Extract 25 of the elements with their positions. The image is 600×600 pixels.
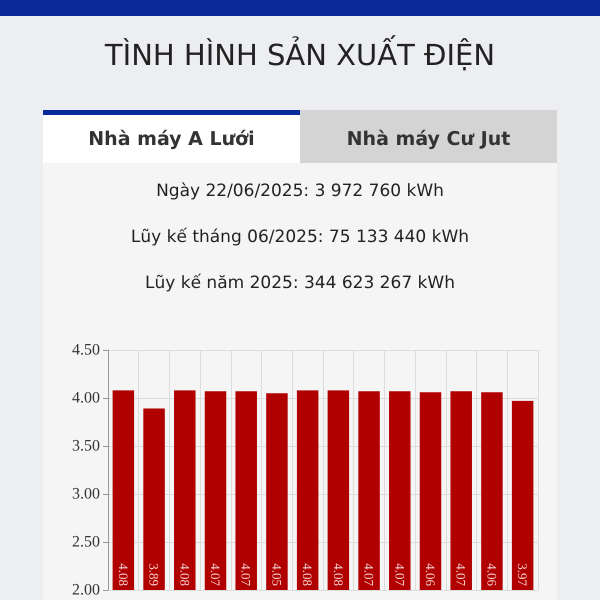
data-label: 4.07 bbox=[362, 563, 377, 586]
text: Nhà máy A Lưới bbox=[43, 110, 300, 163]
data-label: 3.89 bbox=[146, 563, 162, 586]
data-label: 4.06 bbox=[423, 563, 438, 586]
data-label: 4.08 bbox=[177, 563, 192, 586]
data-label: 4.07 bbox=[208, 563, 223, 586]
y-tick-label: 3.00 bbox=[72, 486, 100, 502]
data-label: 4.07 bbox=[392, 563, 408, 586]
data-label: 4.07 bbox=[454, 563, 469, 586]
data-label: 4.06 bbox=[484, 563, 500, 586]
y-tick-label: 3.50 bbox=[72, 438, 100, 454]
y-tick-label: 2.50 bbox=[72, 534, 100, 550]
data-label: 3.97 bbox=[515, 563, 530, 586]
y-tick-label: 2.00 bbox=[72, 582, 100, 598]
text: Lũy kế năm 2025: 344 623 267 kWh bbox=[144, 273, 456, 293]
y-tick-label: 4.50 bbox=[72, 342, 100, 358]
data-label: 4.08 bbox=[300, 563, 316, 586]
data-label: 4.08 bbox=[116, 563, 131, 586]
text: Nhà máy Cư Jut bbox=[300, 110, 557, 163]
data-label: 4.05 bbox=[269, 563, 284, 586]
y-tick-label: 4.00 bbox=[72, 390, 100, 406]
text: Ngày 22/06/2025: 3 972 760 kWh bbox=[155, 181, 445, 201]
data-label: 4.07 bbox=[238, 563, 254, 586]
data-label: 4.08 bbox=[330, 563, 346, 586]
text: Lũy kế tháng 06/2025: 75 133 440 kWh bbox=[130, 227, 470, 247]
